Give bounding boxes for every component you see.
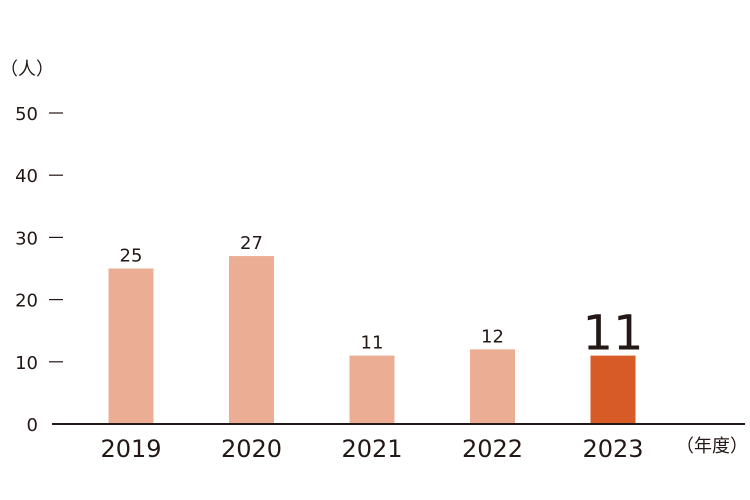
x-tick-label: 2019 — [100, 435, 161, 463]
y-axis: 0 10 20 30 40 50 — [15, 104, 63, 436]
y-axis-unit-label: （人） — [0, 59, 54, 80]
bar — [229, 256, 274, 424]
data-label: 12 — [481, 326, 504, 347]
x-tick-label: 2021 — [341, 435, 402, 463]
y-tick-label: 0 — [27, 415, 38, 436]
x-tick-label: 2023 — [582, 435, 643, 463]
bar — [349, 355, 395, 424]
x-axis-unit-label: （年度） — [676, 436, 748, 457]
data-label: 11 — [582, 306, 643, 362]
y-tick-label: 50 — [15, 104, 38, 125]
x-tick-label: 2022 — [462, 435, 523, 463]
data-label: 11 — [361, 333, 384, 354]
bar — [108, 268, 154, 424]
data-label: 25 — [120, 246, 143, 267]
bar — [470, 349, 515, 424]
data-label: 27 — [240, 233, 263, 254]
y-tick-label: 10 — [15, 353, 38, 374]
y-tick-label: 30 — [15, 228, 38, 249]
x-tick-label: 2020 — [221, 435, 282, 463]
y-tick-label: 40 — [15, 166, 38, 187]
y-tick-label: 20 — [15, 291, 38, 312]
bar — [590, 355, 636, 424]
bar-group: 25 27 11 12 11 — [108, 233, 644, 424]
x-axis: 2019 2020 2021 2022 2023 — [100, 435, 643, 463]
